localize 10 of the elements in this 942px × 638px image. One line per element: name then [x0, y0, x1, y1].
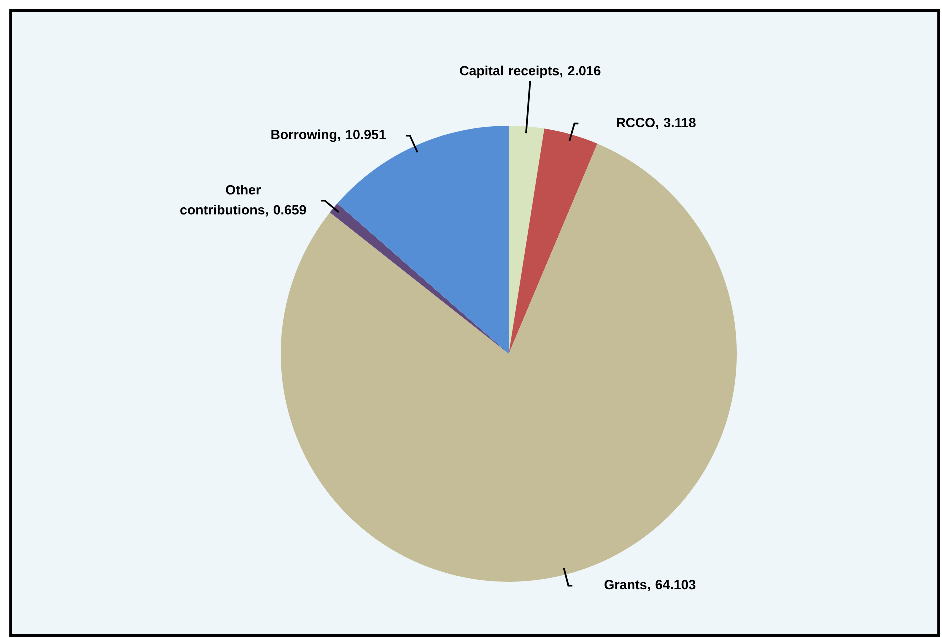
data-label: , 3.118	[656, 118, 696, 130]
data-label: , 10.951	[338, 130, 386, 142]
slice-label: Other contributions	[180, 184, 265, 215]
data-label: , 2.016	[560, 66, 601, 78]
slice-label: Borrowing	[272, 130, 337, 142]
slice-label: Grants	[604, 580, 647, 590]
data-label: , 64.103	[648, 580, 696, 592]
slice-label: RCCO	[617, 118, 655, 128]
data-label: , 0.659	[266, 205, 306, 217]
slice-label: Capital receipts	[460, 66, 560, 78]
